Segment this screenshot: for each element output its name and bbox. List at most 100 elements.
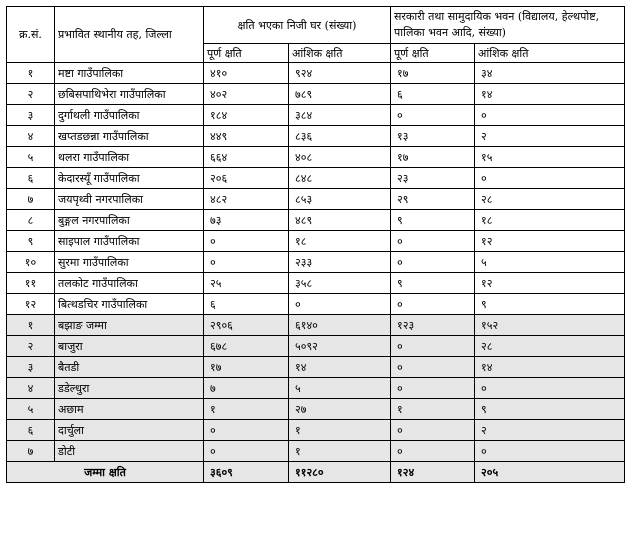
house-full-cell: ० xyxy=(203,230,289,252)
house-partial-cell: ४८९ xyxy=(288,209,391,231)
local-body-cell: खप्तडछन्ना गाउँपालिका xyxy=(54,125,204,147)
private-houses-header: क्षति भएका निजी घर (संख्या) xyxy=(203,6,391,44)
house-partial-damage-header: आंशिक क्षति xyxy=(288,43,391,63)
house-full-cell: ४४९ xyxy=(203,125,289,147)
serial-cell: ६ xyxy=(6,419,55,441)
building-partial-cell: १४ xyxy=(474,83,625,105)
house-full-cell: ७३ xyxy=(203,209,289,231)
damage-report-container: क्र.सं. प्रभावित स्थानीय तह, जिल्ला क्षत… xyxy=(6,6,625,483)
municipality-row: १ मष्टा गाउँपालिका ४१० ९२४ १७ ३४ xyxy=(6,62,625,84)
serial-cell: ११ xyxy=(6,272,55,294)
house-full-cell: ४८२ xyxy=(203,188,289,210)
building-partial-cell: २८ xyxy=(474,335,625,357)
serial-cell: ५ xyxy=(6,146,55,168)
local-body-cell: अछाम xyxy=(54,398,204,420)
municipality-row: ६ केदारस्यूँ गाउँपालिका २०६ ८४८ २३ ० xyxy=(6,167,625,189)
building-full-cell: ० xyxy=(390,104,475,126)
building-partial-cell: ५ xyxy=(474,251,625,273)
building-full-cell: २९ xyxy=(390,188,475,210)
municipality-row: ८ बुङ्गल नगरपालिका ७३ ४८९ ९ १८ xyxy=(6,209,625,231)
building-full-cell: ० xyxy=(390,356,475,378)
house-partial-cell: ८४८ xyxy=(288,167,391,189)
house-full-damage-header: पूर्ण क्षति xyxy=(203,43,289,63)
local-body-cell: दार्चुला xyxy=(54,419,204,441)
house-partial-cell: ३५८ xyxy=(288,272,391,294)
municipality-row: ४ खप्तडछन्ना गाउँपालिका ४४९ ८३६ १३ २ xyxy=(6,125,625,147)
building-full-cell: १७ xyxy=(390,146,475,168)
house-partial-cell: २७ xyxy=(288,398,391,420)
building-full-cell: १ xyxy=(390,398,475,420)
municipality-row: ९ साइपाल गाउँपालिका ० १८ ० १२ xyxy=(6,230,625,252)
total-building-partial: २०५ xyxy=(474,461,625,483)
house-full-cell: ६ xyxy=(203,293,289,315)
municipality-row: ११ तलकोट गाउँपालिका २५ ३५८ ९ १२ xyxy=(6,272,625,294)
building-partial-cell: २ xyxy=(474,419,625,441)
table-body: क्र.सं. प्रभावित स्थानीय तह, जिल्ला क्षत… xyxy=(6,6,625,483)
building-full-cell: ० xyxy=(390,440,475,462)
total-house-partial: ११२८० xyxy=(288,461,391,483)
local-body-cell: बित्थडचिर गाउँपालिका xyxy=(54,293,204,315)
local-body-cell: दुर्गाथली गाउँपालिका xyxy=(54,104,204,126)
building-full-damage-header: पूर्ण क्षति xyxy=(390,43,475,63)
total-building-full: १२४ xyxy=(390,461,475,483)
district-row: ४ डडेल्धुरा ७ ५ ० ० xyxy=(6,377,625,399)
house-partial-cell: ० xyxy=(288,293,391,315)
building-partial-cell: ० xyxy=(474,167,625,189)
serial-cell: ८ xyxy=(6,209,55,231)
local-body-cell: बैतडी xyxy=(54,356,204,378)
serial-cell: १० xyxy=(6,251,55,273)
house-full-cell: ४१० xyxy=(203,62,289,84)
building-partial-cell: १५ xyxy=(474,146,625,168)
house-partial-cell: १८ xyxy=(288,230,391,252)
building-partial-cell: १२ xyxy=(474,230,625,252)
local-body-cell: बझाङ जम्मा xyxy=(54,314,204,336)
district-row: ६ दार्चुला ० १ ० २ xyxy=(6,419,625,441)
house-full-cell: ४०२ xyxy=(203,83,289,105)
house-full-cell: ० xyxy=(203,251,289,273)
building-full-cell: १२३ xyxy=(390,314,475,336)
serial-cell: ९ xyxy=(6,230,55,252)
house-partial-cell: ५ xyxy=(288,377,391,399)
local-body-cell: मष्टा गाउँपालिका xyxy=(54,62,204,84)
house-partial-cell: ७८९ xyxy=(288,83,391,105)
district-row: ५ अछाम १ २७ १ ९ xyxy=(6,398,625,420)
building-partial-cell: ० xyxy=(474,440,625,462)
district-row: २ बाजुरा ६७८ ५०९२ ० २८ xyxy=(6,335,625,357)
building-partial-cell: १८ xyxy=(474,209,625,231)
house-partial-cell: ४०८ xyxy=(288,146,391,168)
house-full-cell: १ xyxy=(203,398,289,420)
local-body-cell: बाजुरा xyxy=(54,335,204,357)
building-partial-cell: ९ xyxy=(474,293,625,315)
house-full-cell: ७ xyxy=(203,377,289,399)
serial-cell: ३ xyxy=(6,356,55,378)
serial-cell: ४ xyxy=(6,377,55,399)
house-partial-cell: १ xyxy=(288,440,391,462)
building-full-cell: ९ xyxy=(390,209,475,231)
building-partial-cell: १४ xyxy=(474,356,625,378)
serial-cell: २ xyxy=(6,335,55,357)
building-partial-cell: १५२ xyxy=(474,314,625,336)
local-body-cell: डोटी xyxy=(54,440,204,462)
house-full-cell: ६६४ xyxy=(203,146,289,168)
total-house-full: ३६०९ xyxy=(203,461,289,483)
building-full-cell: ० xyxy=(390,419,475,441)
house-full-cell: २९०६ xyxy=(203,314,289,336)
house-full-cell: २०६ xyxy=(203,167,289,189)
public-buildings-header: सरकारी तथा सामुदायिक भवन (विद्यालय, हेल्… xyxy=(390,6,625,44)
building-full-cell: ० xyxy=(390,251,475,273)
house-partial-cell: ३८४ xyxy=(288,104,391,126)
municipality-row: ३ दुर्गाथली गाउँपालिका १८४ ३८४ ० ० xyxy=(6,104,625,126)
serial-cell: ४ xyxy=(6,125,55,147)
building-full-cell: ० xyxy=(390,335,475,357)
building-full-cell: ० xyxy=(390,230,475,252)
building-partial-cell: ३४ xyxy=(474,62,625,84)
header-row-1: क्र.सं. प्रभावित स्थानीय तह, जिल्ला क्षत… xyxy=(6,6,625,63)
local-body-cell: थलरा गाउँपालिका xyxy=(54,146,204,168)
local-body-cell: सुरमा गाउँपालिका xyxy=(54,251,204,273)
serial-cell: ७ xyxy=(6,188,55,210)
local-body-cell: साइपाल गाउँपालिका xyxy=(54,230,204,252)
building-partial-cell: ० xyxy=(474,104,625,126)
house-partial-cell: १४ xyxy=(288,356,391,378)
serial-cell: ५ xyxy=(6,398,55,420)
serial-cell: १ xyxy=(6,62,55,84)
